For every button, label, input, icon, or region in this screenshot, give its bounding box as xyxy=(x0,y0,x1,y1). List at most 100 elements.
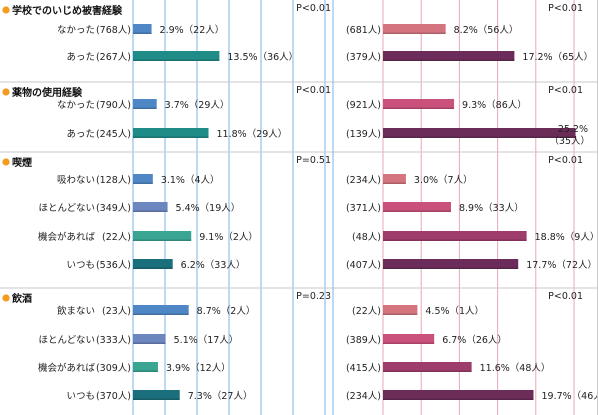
right-bar-shadow xyxy=(383,313,418,315)
left-value-label: 11.8%（29人） xyxy=(217,128,288,140)
row-label: なかった xyxy=(57,100,95,111)
row-label: ほとんどない xyxy=(38,335,95,346)
right-bar xyxy=(383,259,519,269)
row-label: 吸わない xyxy=(57,175,95,186)
right-count: (415人) xyxy=(346,363,381,374)
left-value-label: 5.1%（17人） xyxy=(174,334,239,346)
left-count: (370人) xyxy=(96,391,131,402)
left-count: (267人) xyxy=(96,52,131,63)
left-value-label: 13.5%（36人） xyxy=(227,51,298,63)
right-bar xyxy=(383,24,446,34)
left-count: (245人) xyxy=(96,129,131,140)
row-label: 飲まない xyxy=(57,305,95,317)
right-bar-shadow xyxy=(383,239,527,241)
left-bar xyxy=(133,362,158,372)
left-bar-shadow xyxy=(133,313,189,315)
right-value-label: 9.3%（86人） xyxy=(462,99,527,111)
right-bar xyxy=(383,51,515,61)
right-bar-shadow xyxy=(383,267,519,269)
right-count: (48人) xyxy=(352,232,381,243)
left-count: (23人) xyxy=(102,306,131,317)
right-bar xyxy=(383,99,455,109)
left-value-label: 2.9%（22人） xyxy=(160,24,225,36)
right-bar xyxy=(383,202,451,212)
right-bar xyxy=(383,128,576,138)
right-count: (681人) xyxy=(346,25,381,36)
left-bar xyxy=(133,259,173,269)
left-count: (22人) xyxy=(102,232,131,243)
left-bar-shadow xyxy=(133,370,158,372)
right-bar xyxy=(383,390,534,400)
right-bar-shadow xyxy=(383,32,446,34)
left-value-label: 3.9%（12人） xyxy=(166,362,231,374)
right-bar xyxy=(383,231,527,241)
group-bullet xyxy=(2,158,10,166)
right-count: (379人) xyxy=(346,52,381,63)
p-value-right: P<0.01 xyxy=(548,85,583,96)
left-count: (536人) xyxy=(96,260,131,271)
left-value-label: 3.7%（29人） xyxy=(165,99,230,111)
right-bar-shadow xyxy=(383,210,451,212)
right-value-label: 8.2%（56人） xyxy=(454,24,519,36)
left-bar xyxy=(133,51,220,61)
p-value-right: P<0.01 xyxy=(548,155,583,166)
right-bar xyxy=(383,174,406,184)
p-value-left: P=0.23 xyxy=(296,291,331,302)
right-value-label: 25.2% xyxy=(558,124,588,135)
right-bar xyxy=(383,334,435,344)
row-label: あった xyxy=(66,52,95,63)
left-bar xyxy=(133,334,166,344)
group-title: 喫煙 xyxy=(12,156,32,169)
right-value-label: 19.7%（46人） xyxy=(542,390,598,402)
group-title: 学校でのいじめ被害経験 xyxy=(12,4,123,17)
left-value-label: 3.1%（4人） xyxy=(161,174,220,186)
left-bar xyxy=(133,305,189,315)
right-bar xyxy=(383,362,472,372)
left-bar-shadow xyxy=(133,239,192,241)
right-count: (139人) xyxy=(346,129,381,140)
p-value-right: P<0.01 xyxy=(548,3,583,14)
left-bar-shadow xyxy=(133,267,173,269)
row-label: なかった xyxy=(57,25,95,36)
left-bar-shadow xyxy=(133,210,168,212)
p-value-right: P<0.01 xyxy=(548,291,583,302)
right-count: (389人) xyxy=(346,335,381,346)
left-bar-shadow xyxy=(133,59,220,61)
left-value-label: 9.1%（2人） xyxy=(199,231,258,243)
right-bar-shadow xyxy=(383,398,534,400)
left-bar-shadow xyxy=(133,107,157,109)
left-bar xyxy=(133,174,153,184)
group-bullet xyxy=(2,294,10,302)
right-value-label: 8.9%（33人） xyxy=(459,202,524,214)
left-bar xyxy=(133,24,152,34)
right-count: (234人) xyxy=(346,391,381,402)
right-value-label: 3.0%（7人） xyxy=(414,174,473,186)
right-bar-shadow xyxy=(383,136,576,138)
right-bar-shadow xyxy=(383,59,515,61)
left-value-label: 6.2%（33人） xyxy=(181,259,246,271)
row-label: 機会があれば xyxy=(38,231,96,243)
right-count: (22人) xyxy=(352,306,381,317)
row-label: ほとんどない xyxy=(38,203,95,214)
left-count: (790人) xyxy=(96,100,131,111)
left-count: (128人) xyxy=(96,175,131,186)
right-count: (407人) xyxy=(346,260,381,271)
right-bar xyxy=(383,305,418,315)
p-value-left: P=0.51 xyxy=(296,155,331,166)
left-value-label: 7.3%（27人） xyxy=(188,390,253,402)
row-label: いつも xyxy=(66,391,95,402)
left-count: (333人) xyxy=(96,335,131,346)
left-count: (768人) xyxy=(96,25,131,36)
left-value-label: 5.4%（19人） xyxy=(176,202,241,214)
right-bar-shadow xyxy=(383,370,472,372)
group-bullet xyxy=(2,6,10,14)
right-value-label: 6.7%（26人） xyxy=(442,334,507,346)
right-count: (234人) xyxy=(346,175,381,186)
right-bar-shadow xyxy=(383,342,435,344)
group-title: 薬物の使用経験 xyxy=(11,86,83,99)
p-value-left: P<0.01 xyxy=(296,85,331,96)
row-label: いつも xyxy=(66,260,95,271)
left-count: (309人) xyxy=(96,363,131,374)
left-count: (349人) xyxy=(96,203,131,214)
